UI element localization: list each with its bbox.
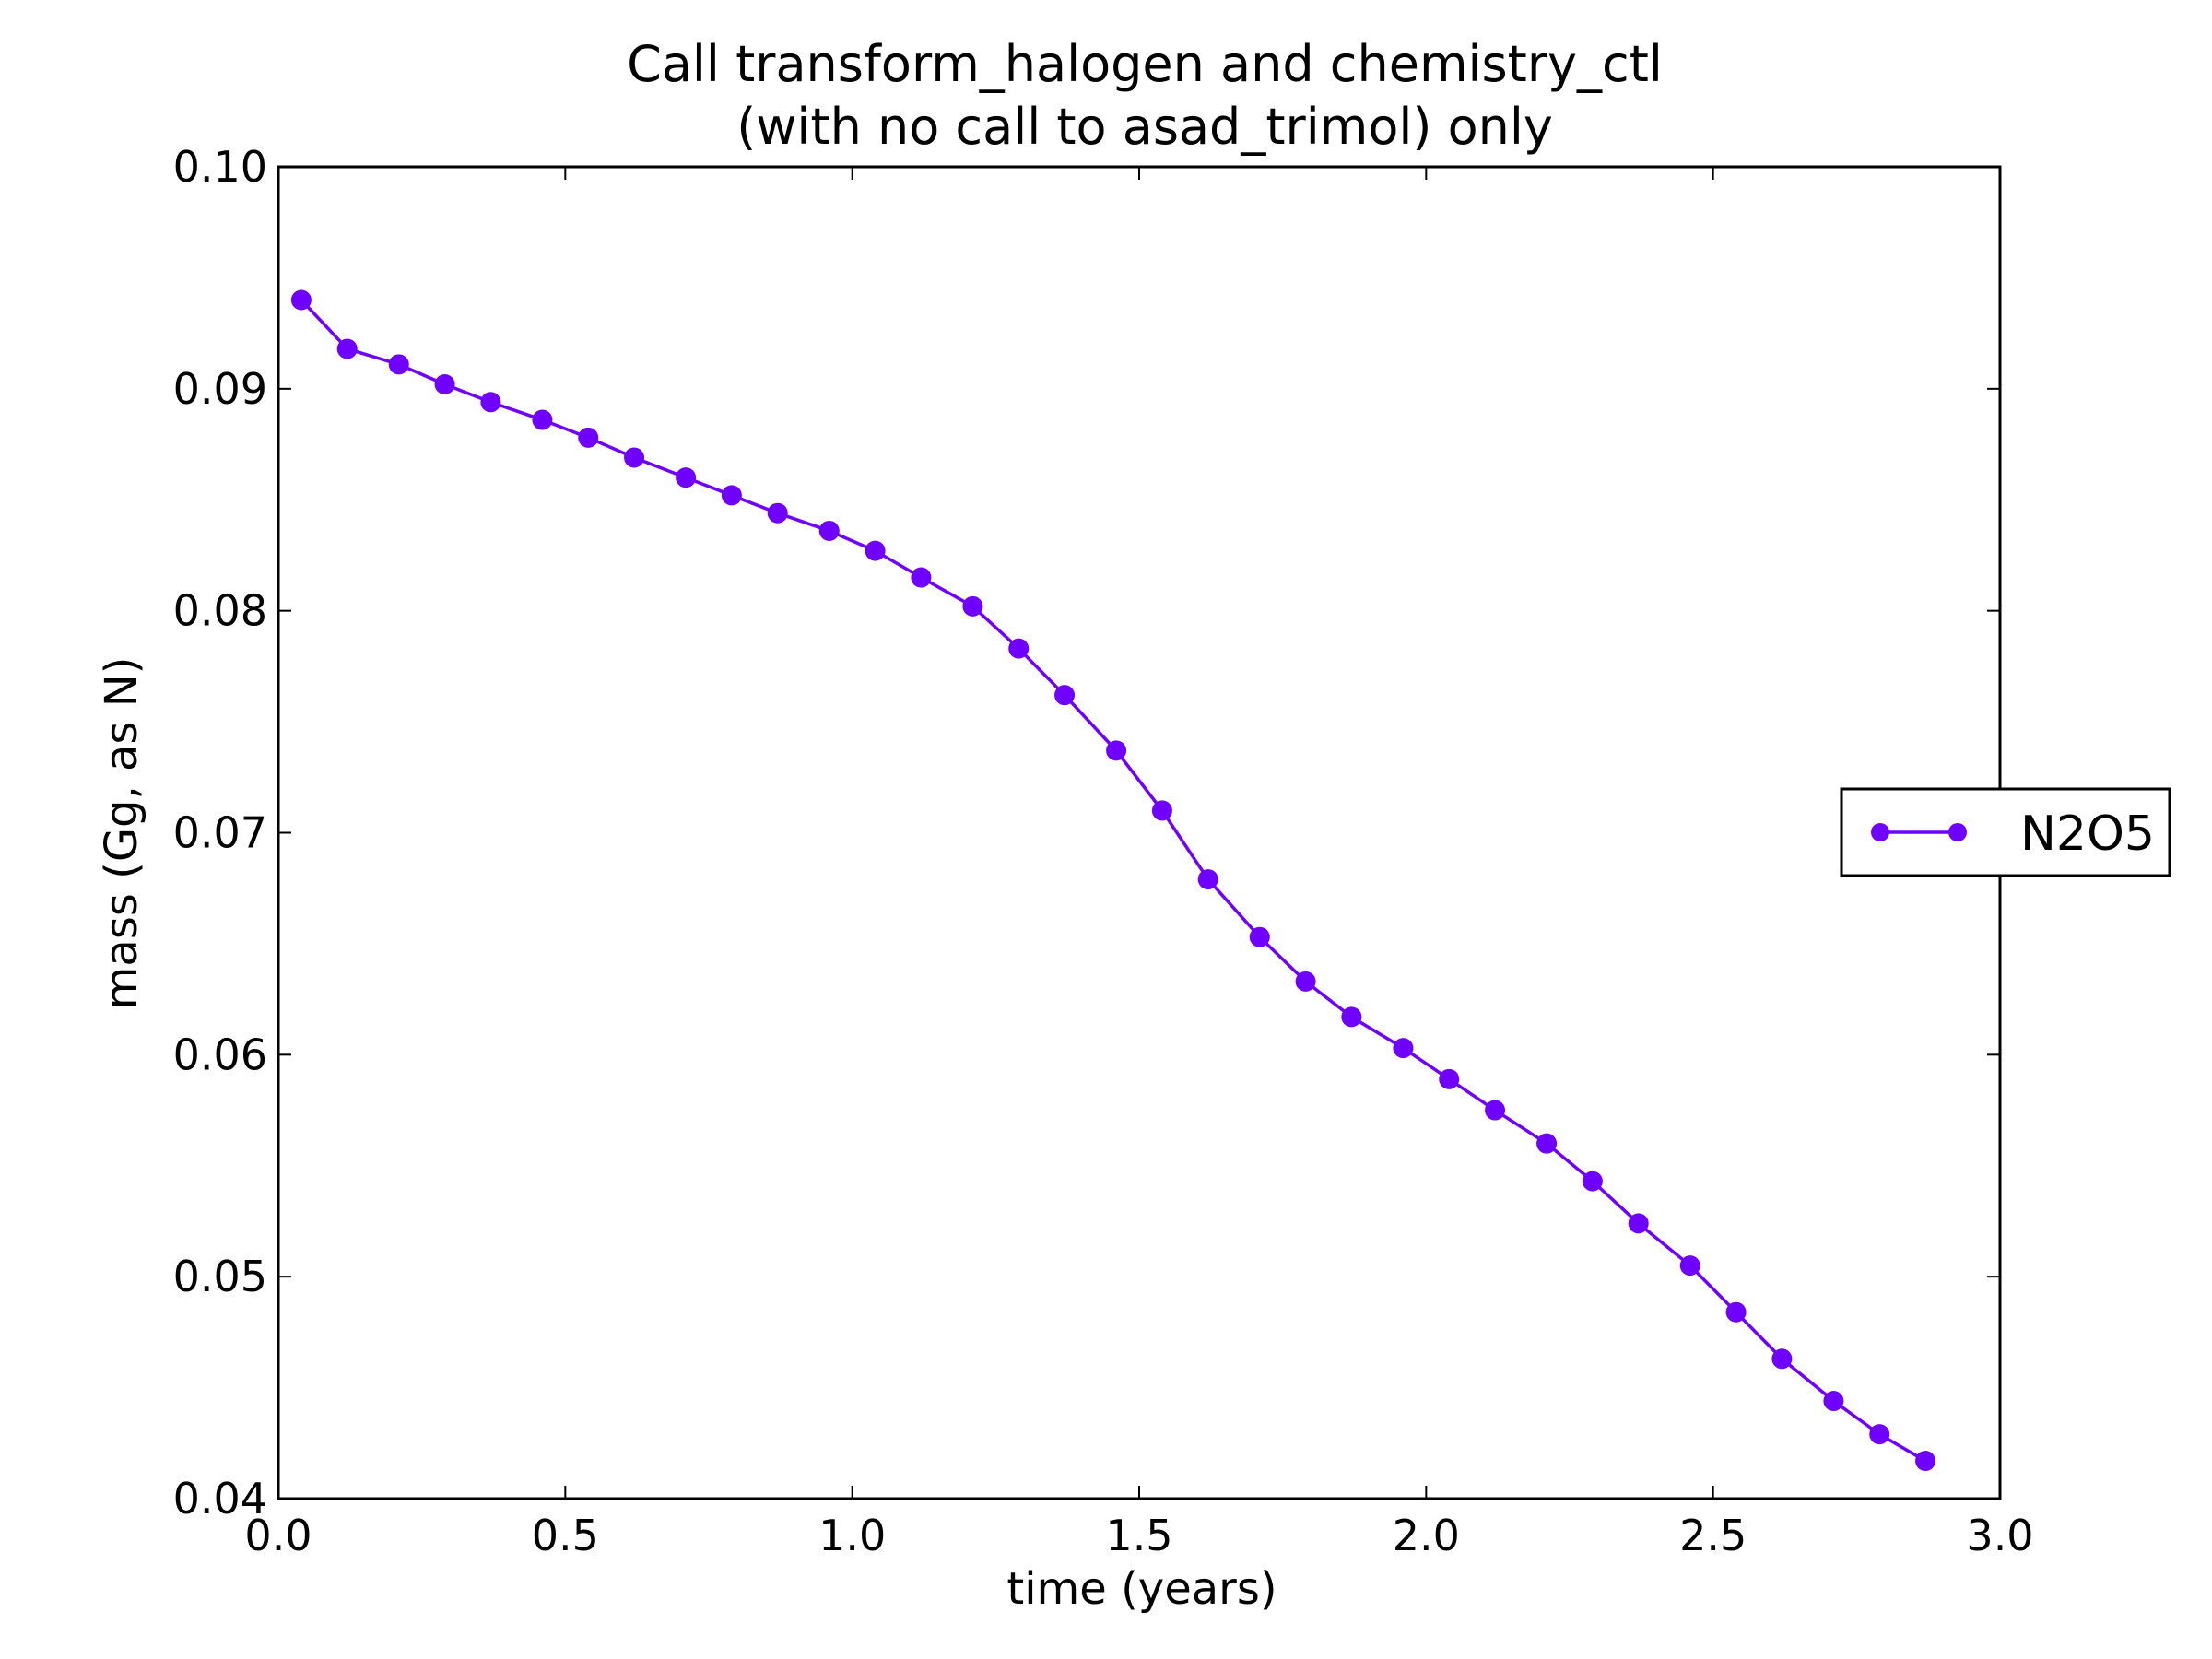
x-tick-label: 1.5 bbox=[1105, 1511, 1172, 1560]
data-point bbox=[1151, 800, 1172, 821]
y-tick-label: 0.08 bbox=[173, 586, 267, 636]
data-point bbox=[1771, 1348, 1793, 1370]
data-point bbox=[1106, 740, 1127, 761]
data-point bbox=[1628, 1213, 1649, 1234]
data-point bbox=[1249, 926, 1270, 947]
data-point bbox=[1393, 1038, 1414, 1059]
legend-marker-n2o5 bbox=[1871, 823, 1889, 841]
axis-tick-labels: 0.0 0.5 1.0 1.5 2.0 2.5 3.0 0.04 0.05 0.06 0.07 0.0… bbox=[173, 142, 2034, 1560]
data-point bbox=[865, 540, 886, 561]
chart-title: Call transform_halogen and chemistry_ctl… bbox=[627, 35, 1663, 156]
y-tick-label: 0.07 bbox=[173, 808, 267, 858]
legend-marker-n2o5 bbox=[1948, 823, 1967, 841]
data-point bbox=[1008, 638, 1030, 659]
data-point bbox=[1341, 1006, 1362, 1028]
series-layer bbox=[290, 289, 1936, 1472]
data-point bbox=[1295, 971, 1316, 992]
series-markers-n2o5 bbox=[290, 289, 1936, 1472]
x-tick-label: 2.5 bbox=[1679, 1511, 1747, 1560]
data-point bbox=[1536, 1133, 1558, 1154]
x-tick-label: 0.0 bbox=[244, 1511, 312, 1560]
x-axis-label: time (years) bbox=[1006, 1563, 1277, 1615]
data-point bbox=[1679, 1255, 1700, 1277]
data-point bbox=[911, 567, 932, 588]
y-tick-label: 0.06 bbox=[173, 1030, 267, 1079]
legend-label-n2o5: N2O5 bbox=[2020, 806, 2155, 862]
data-point bbox=[434, 374, 455, 395]
data-point bbox=[1915, 1451, 1936, 1472]
x-tick-label: 0.5 bbox=[532, 1511, 599, 1560]
data-point bbox=[1485, 1100, 1506, 1121]
data-point bbox=[1439, 1068, 1460, 1089]
data-point bbox=[1197, 869, 1218, 890]
y-tick-label: 0.09 bbox=[173, 364, 267, 414]
data-point bbox=[1725, 1301, 1747, 1323]
data-point bbox=[624, 447, 645, 468]
data-point bbox=[388, 354, 409, 375]
x-tick-label: 1.0 bbox=[818, 1511, 886, 1560]
data-point bbox=[336, 338, 358, 359]
x-tick-label: 3.0 bbox=[1966, 1511, 2033, 1560]
chart-title-line-2: (with no call to asad_trimol) only bbox=[736, 98, 1553, 156]
data-point bbox=[1869, 1424, 1890, 1445]
x-tick-label: 2.0 bbox=[1393, 1511, 1460, 1560]
chart-title-line-1: Call transform_halogen and chemistry_ctl bbox=[627, 35, 1663, 93]
data-point bbox=[578, 427, 599, 448]
legend: N2O5 bbox=[1840, 787, 2171, 877]
y-tick-label: 0.10 bbox=[173, 142, 267, 192]
data-point bbox=[721, 485, 742, 506]
data-point bbox=[532, 409, 553, 430]
axis-ticks bbox=[277, 166, 2001, 1500]
data-point bbox=[290, 289, 312, 311]
data-point bbox=[962, 595, 983, 617]
y-tick-label: 0.04 bbox=[173, 1474, 267, 1524]
data-point bbox=[1582, 1171, 1603, 1192]
data-point bbox=[480, 392, 501, 413]
y-axis-label: mass (Gg, as N) bbox=[96, 657, 147, 1010]
data-point bbox=[1054, 685, 1076, 706]
y-tick-label: 0.05 bbox=[173, 1252, 267, 1301]
data-point bbox=[767, 502, 788, 524]
data-point bbox=[1823, 1391, 1844, 1412]
data-point bbox=[818, 520, 840, 541]
data-point bbox=[676, 467, 697, 488]
